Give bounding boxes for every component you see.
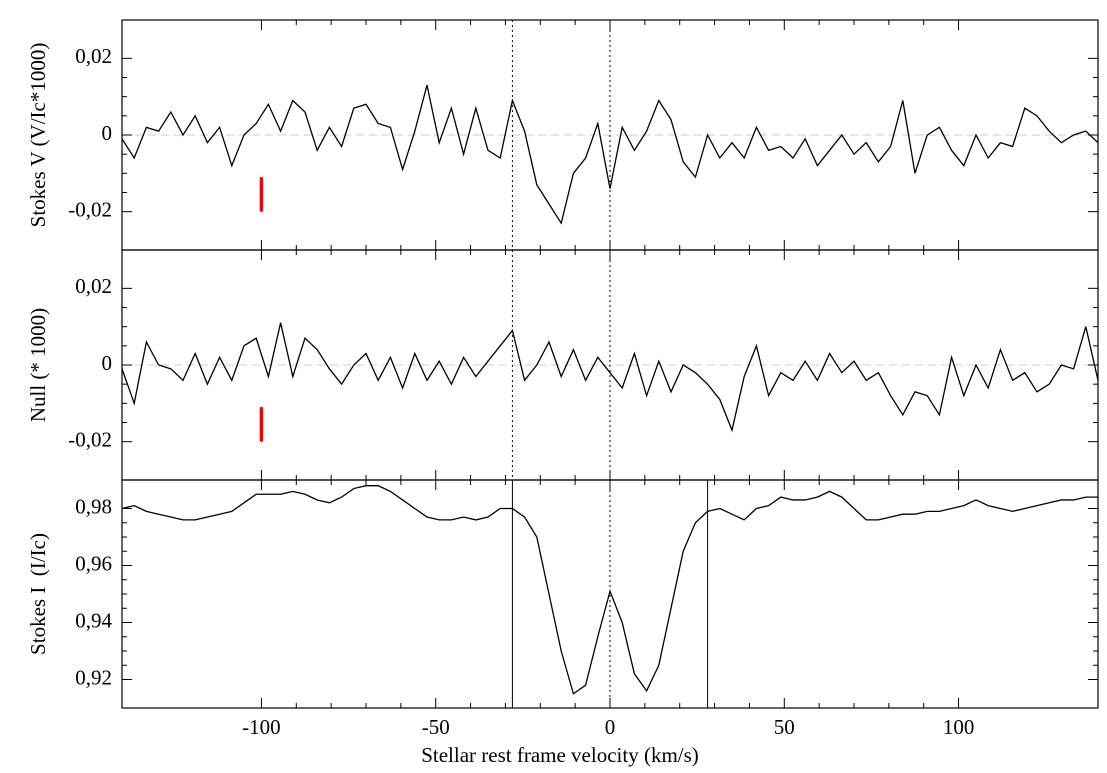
y-tick-label: 0 <box>102 351 113 375</box>
y-axis-label: Stokes I (I/Ic) <box>26 533 50 655</box>
x-tick-label: 50 <box>774 715 795 739</box>
x-axis-label: Stellar rest frame velocity (km/s) <box>421 743 699 767</box>
x-tick-label: 100 <box>943 715 975 739</box>
x-tick-label: -100 <box>242 715 281 739</box>
y-tick-label: 0,02 <box>75 274 112 298</box>
data-line <box>121 322 1099 433</box>
y-tick-label: 0,96 <box>75 551 112 575</box>
y-tick-label: 0,98 <box>75 494 112 518</box>
y-axis-label: Stokes V (V/Ic*1000) <box>26 43 50 228</box>
y-tick-label: -0,02 <box>68 197 112 221</box>
y-tick-label: 0,02 <box>75 44 112 68</box>
y-tick-label: 0,92 <box>75 665 112 689</box>
data-line <box>121 85 1099 225</box>
x-tick-label: -50 <box>422 715 450 739</box>
y-tick-label: -0,02 <box>68 427 112 451</box>
plot-frame <box>121 479 1099 709</box>
data-line <box>121 485 1098 695</box>
y-axis-label: Null (* 1000) <box>26 308 50 422</box>
y-tick-label: 0 <box>102 121 113 145</box>
y-tick-label: 0,94 <box>75 608 112 632</box>
x-tick-label: 0 <box>605 715 616 739</box>
